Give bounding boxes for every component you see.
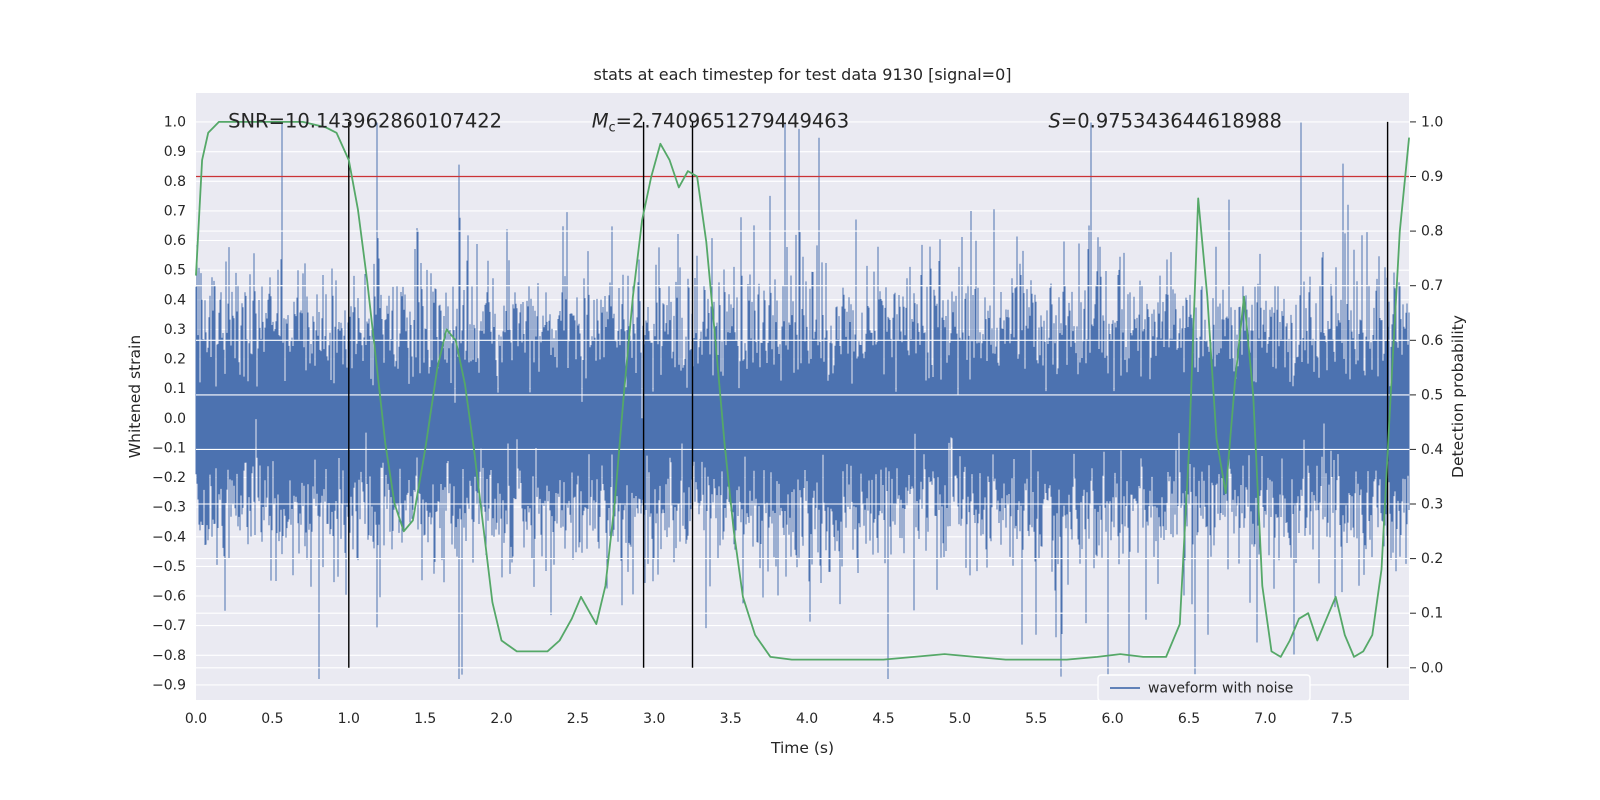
y-left-tick-label: 0.3 [164,322,186,338]
annotation-text: S=0.975343644618988 [1049,109,1282,132]
y-left-tick-label: 0.0 [164,411,186,427]
y-left-tick-label: −0.2 [152,470,186,486]
y-left-tick-label: 0.8 [164,174,186,190]
x-tick-label: 4.0 [796,711,818,727]
y-left-tick-label: −0.7 [152,618,186,634]
x-tick-label: 5.0 [949,711,971,727]
x-tick-label: 3.0 [643,711,665,727]
y-left-tick-label: 0.6 [164,233,186,249]
y-left-tick-label: −0.4 [152,529,186,545]
y-left-tick-label: −0.5 [152,559,186,575]
y-axis-label-right: Detection probability [1449,315,1467,478]
x-tick-labels: 0.0 0.5 1.0 1.5 2.0 2.5 3.0 3.5 4.0 4.5 5.0 5.5 6.0 6… [185,711,1353,727]
x-tick-label: 0.0 [185,711,207,727]
y-left-tick-label: −0.6 [152,589,186,605]
y-left-tick-label: 0.5 [164,263,186,279]
y-axis-label-left: Whitened strain [126,335,144,458]
y-right-ticks: 1.0 0.9 0.8 0.7 0.6 0.5 0.4 0.3 0.2 0.1 0.0 [1410,114,1443,676]
legend-frame [1097,674,1311,702]
x-tick-label: 4.5 [872,711,894,727]
annotation-text: SNR=10.143962860107422 [228,109,502,132]
y-left-tick-label: −0.9 [152,677,186,693]
y-left-tick-label: 0.2 [164,352,186,368]
grid-lines-right [196,121,1409,669]
x-tick-label: 6.5 [1178,711,1200,727]
y-left-tick-label: 0.4 [164,292,186,308]
y-left-tick-label: 1.0 [164,115,186,131]
y-right-tick-label: 1.0 [1421,114,1443,130]
y-right-tick-label: 0.3 [1421,497,1443,513]
y-left-tick-label: 0.9 [164,144,186,160]
y-right-tick-label: 0.1 [1421,606,1443,622]
x-tick-label: 7.5 [1331,711,1353,727]
y-right-tick-label: 0.0 [1421,660,1443,676]
x-axis-label: Time (s) [770,739,834,757]
legend: waveform with noise [1097,674,1311,702]
y-left-tick-label: −0.1 [152,440,186,456]
y-left-tick-label: 0.7 [164,203,186,219]
y-right-tick-label: 0.7 [1421,278,1443,294]
legend-label: waveform with noise [1148,681,1293,697]
x-tick-label: 2.5 [567,711,589,727]
plot-area: SNR=10.143962860107422 Mc=2.7409651279449… [152,93,1443,727]
y-right-tick-label: 0.5 [1421,387,1443,403]
x-tick-label: 0.5 [261,711,283,727]
x-tick-label: 7.0 [1254,711,1276,727]
y-left-tick-label: 0.1 [164,381,186,397]
noise-waveform-series [195,122,1410,679]
chart-title: stats at each timestep for test data 913… [593,65,1011,84]
x-tick-label: 1.0 [338,711,360,727]
y-left-tick-label: −0.3 [152,500,186,516]
y-right-tick-label: 0.8 [1421,224,1443,240]
x-tick-label: 1.5 [414,711,436,727]
y-left-tick-labels: 1.0 0.9 0.8 0.7 0.6 0.5 0.4 0.3 0.2 0.1 0.0 −0.1 −0.… [152,115,186,694]
y-right-tick-label: 0.4 [1421,442,1443,458]
x-tick-label: 3.5 [720,711,742,727]
x-tick-label: 6.0 [1101,711,1123,727]
annotation-text: Mc=2.7409651279449463 [592,109,849,135]
x-tick-label: 2.0 [490,711,512,727]
y-right-tick-label: 0.2 [1421,551,1443,567]
y-left-tick-label: −0.8 [152,648,186,664]
y-right-tick-label: 0.6 [1421,333,1443,349]
x-tick-label: 5.5 [1025,711,1047,727]
detection-probability-series [195,121,1410,661]
y-right-tick-label: 0.9 [1421,169,1443,185]
